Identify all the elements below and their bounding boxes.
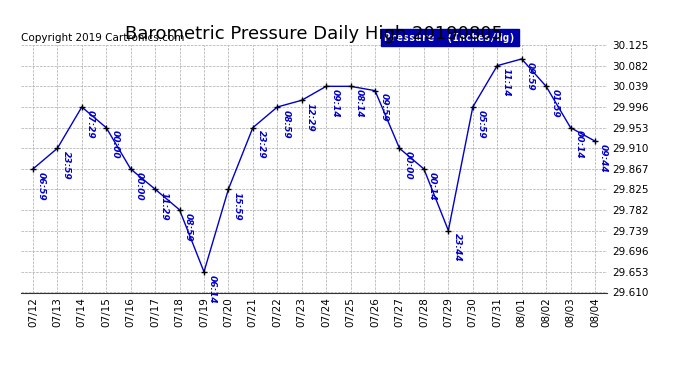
Text: 09:44: 09:44 — [599, 144, 608, 172]
Text: 09:59: 09:59 — [526, 62, 535, 90]
Text: 07:29: 07:29 — [86, 110, 95, 138]
Text: 08:59: 08:59 — [184, 213, 193, 241]
Text: 09:14: 09:14 — [331, 89, 339, 118]
Text: 11:14: 11:14 — [502, 69, 511, 97]
Title: Barometric Pressure Daily High 20190805: Barometric Pressure Daily High 20190805 — [125, 26, 503, 44]
Text: 06:14: 06:14 — [208, 274, 217, 303]
Text: 23:44: 23:44 — [453, 233, 462, 262]
Text: 11:29: 11:29 — [159, 192, 168, 220]
Text: 12:29: 12:29 — [306, 103, 315, 132]
Text: 09:59: 09:59 — [380, 93, 388, 122]
Text: 05:59: 05:59 — [477, 110, 486, 138]
Text: Copyright 2019 Cartronics.com: Copyright 2019 Cartronics.com — [21, 33, 184, 42]
Text: 00:14: 00:14 — [575, 130, 584, 159]
Text: 00:14: 00:14 — [428, 172, 437, 200]
Text: 00:00: 00:00 — [404, 151, 413, 180]
Text: 06:59: 06:59 — [37, 172, 46, 200]
Text: 08:59: 08:59 — [282, 110, 290, 138]
Text: 01:59: 01:59 — [550, 89, 560, 118]
Text: 00:00: 00:00 — [110, 130, 119, 159]
Text: 23:59: 23:59 — [61, 151, 70, 180]
Text: 08:14: 08:14 — [355, 89, 364, 118]
Text: 15:59: 15:59 — [233, 192, 241, 220]
Text: Pressure  (Inches/Hg): Pressure (Inches/Hg) — [384, 33, 515, 42]
Text: 23:29: 23:29 — [257, 130, 266, 159]
Text: 00:00: 00:00 — [135, 172, 144, 200]
